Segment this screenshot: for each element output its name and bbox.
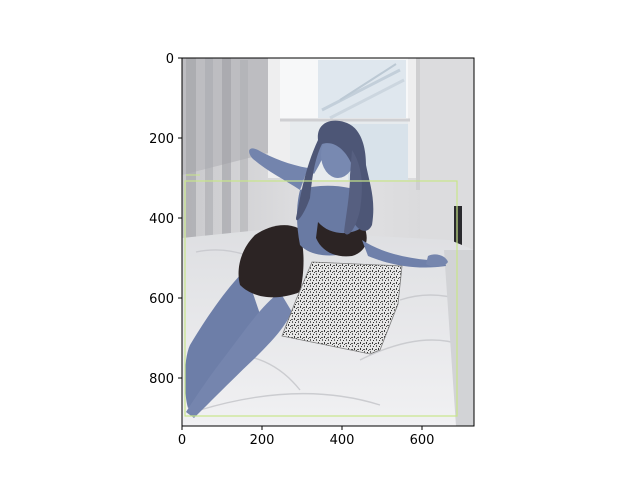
photo xyxy=(182,58,474,426)
x-tick-label: 600 xyxy=(410,433,435,448)
y-axis xyxy=(178,57,182,379)
y-tick-label: 400 xyxy=(149,212,174,227)
pillow xyxy=(282,262,402,354)
y-tick-label: 600 xyxy=(149,292,174,307)
x-tick-label: 0 xyxy=(178,433,186,448)
woman xyxy=(184,120,448,418)
y-tick-label: 200 xyxy=(149,132,174,147)
annotation-box xyxy=(184,180,458,417)
x-tick-label: 200 xyxy=(250,433,275,448)
y-tick-label: 0 xyxy=(166,52,174,67)
y-tick-label: 800 xyxy=(149,372,174,387)
x-tick-label: 400 xyxy=(330,433,355,448)
x-axis xyxy=(181,426,423,430)
axes-frame xyxy=(181,57,475,427)
curtain xyxy=(186,58,248,258)
